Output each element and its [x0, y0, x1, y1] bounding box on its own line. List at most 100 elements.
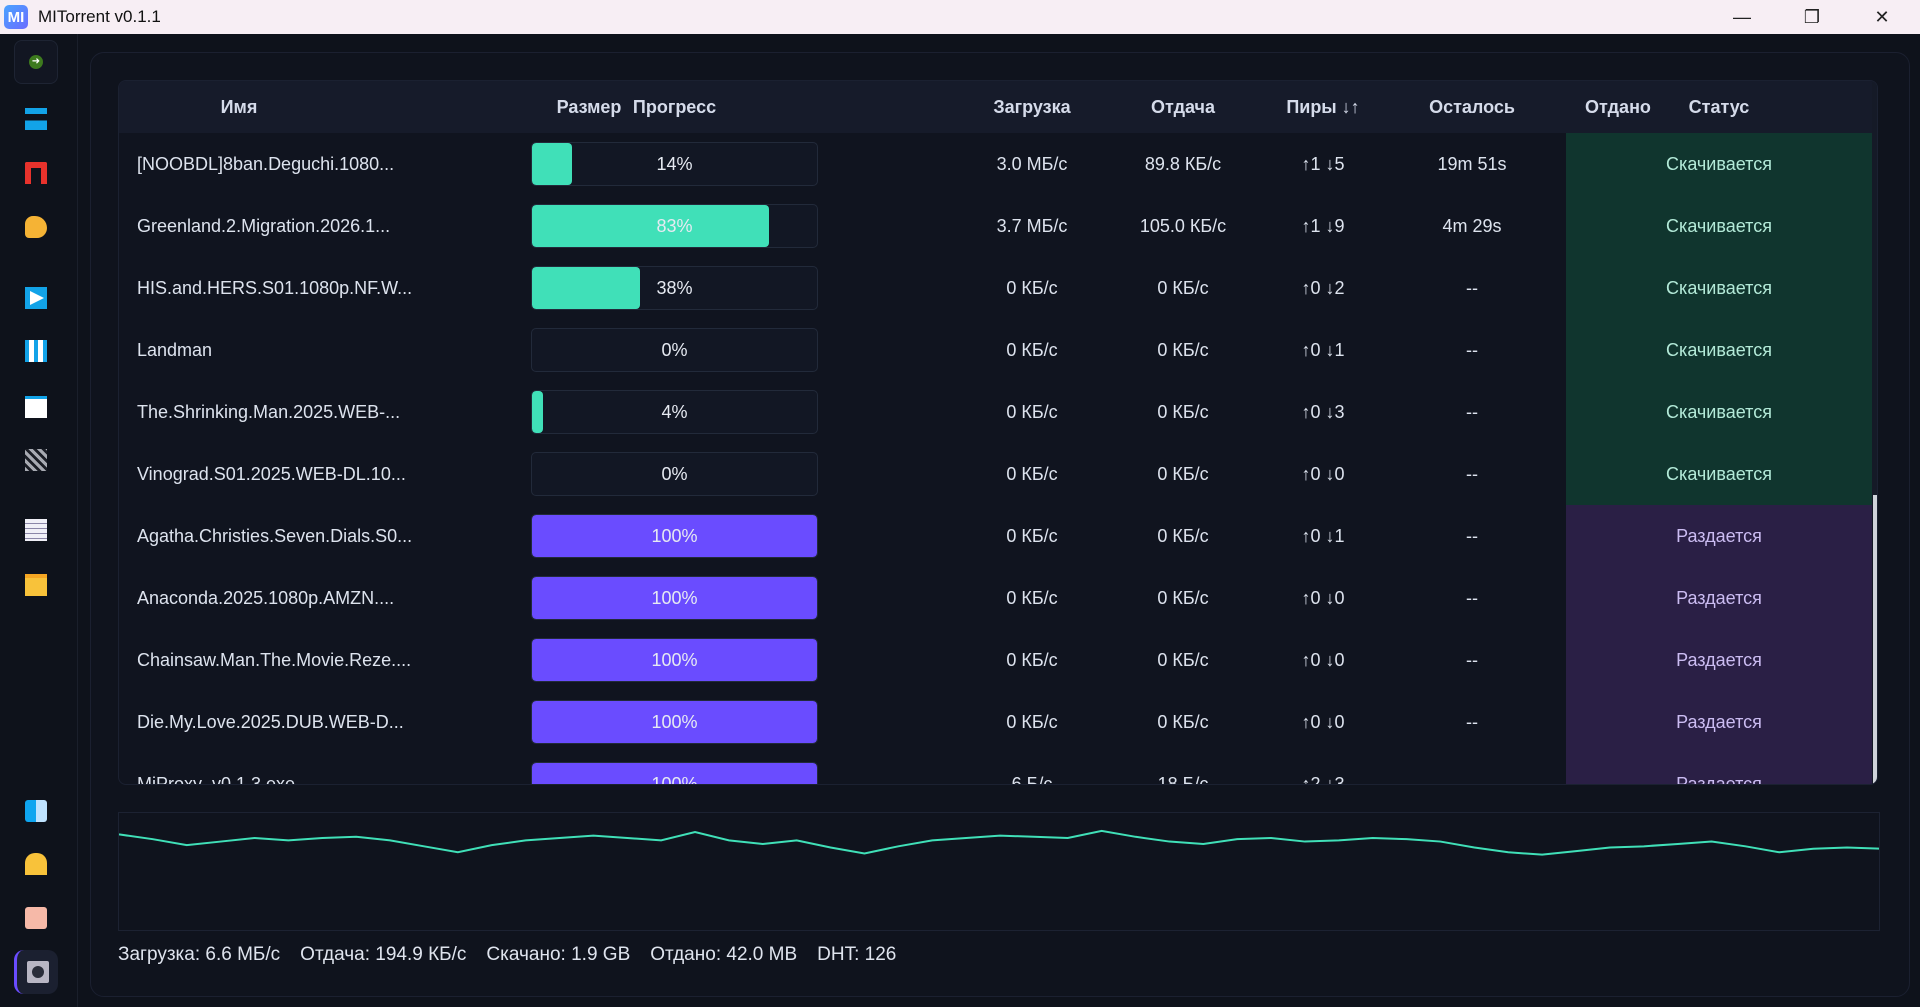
table-row[interactable]: The.Shrinking.Man.2025.WEB-...2.9 GB4%0 …	[119, 381, 1877, 443]
scrollbar[interactable]	[1872, 81, 1877, 784]
progress-bar: 100%	[531, 638, 818, 682]
sidebar-button-download-tray[interactable]	[14, 97, 58, 141]
sidebar-button-document[interactable]	[14, 508, 58, 552]
table-row[interactable]: [NOOBDL]8ban.Deguchi.1080...4.0 GB14%3.0…	[119, 133, 1877, 195]
status-badge: Скачивается	[1566, 443, 1872, 505]
torrent-name: Die.My.Love.2025.DUB.WEB-D...	[137, 712, 404, 732]
progress-label: 0%	[661, 464, 688, 484]
add-torrent-icon: ➜	[29, 55, 43, 69]
time-remaining: --	[1466, 650, 1478, 670]
upload-speed: 0 КБ/с	[1157, 278, 1209, 298]
progress-bar: 4%	[531, 390, 818, 434]
time-remaining: --	[1466, 402, 1478, 422]
upload-speed: 0 КБ/с	[1157, 526, 1209, 546]
progress-fill	[532, 577, 817, 619]
download-speed: 6 Б/с	[1011, 774, 1053, 785]
progress-bar: 100%	[531, 576, 818, 620]
torrent-table: Имя Размер Прогресс Загрузка Отдача Пиры ↓↑ Ос…	[118, 80, 1878, 785]
peers: ↑0 ↓0	[1301, 588, 1345, 608]
progress-label: 100%	[651, 774, 698, 785]
window-title: MITorrent v0.1.1	[38, 7, 161, 26]
download-speed: 0 КБ/с	[1006, 278, 1058, 298]
progress-fill	[532, 515, 817, 557]
column-header-name[interactable]: Имя	[220, 97, 258, 117]
sidebar-button-puzzle[interactable]	[14, 896, 58, 940]
table-row[interactable]: Agatha.Christies.Seven.Dials.S0...8.1 GB…	[119, 505, 1877, 567]
download-speed: 0 КБ/с	[1006, 588, 1058, 608]
bell-icon	[25, 853, 47, 875]
column-header-status[interactable]: Статус	[1688, 97, 1750, 117]
torrent-name: Greenland.2.Migration.2026.1...	[137, 216, 391, 236]
column-header-peers[interactable]: Пиры ↓↑	[1286, 97, 1360, 117]
download-speed: 0 КБ/с	[1006, 464, 1058, 484]
puzzle-icon	[25, 907, 47, 929]
time-remaining: --	[1466, 588, 1478, 608]
close-button[interactable]: ✕	[1874, 6, 1890, 27]
peers: ↑1 ↓9	[1301, 216, 1345, 236]
status-badge: Раздается	[1566, 629, 1872, 691]
table-row[interactable]: Vinograd.S01.2025.WEB-DL.10...11.8 GB0%0…	[119, 443, 1877, 505]
status-bar: Загрузка: 6.6 МБ/с Отдача: 194.9 КБ/с Ск…	[118, 944, 896, 970]
play-triangle	[30, 291, 44, 305]
speed-chart	[118, 812, 1880, 931]
sidebar-button-bell[interactable]	[14, 842, 58, 886]
column-header-uploaded[interactable]: Отдано	[1585, 97, 1651, 117]
time-remaining: --	[1466, 712, 1478, 732]
progress-bar: 0%	[531, 328, 818, 372]
progress-label: 100%	[651, 712, 698, 732]
status-badge: Раздается	[1566, 753, 1872, 784]
sidebar-button-magnet[interactable]	[14, 151, 58, 195]
peers: ↑0 ↓1	[1301, 526, 1345, 546]
table-row[interactable]: HIS.and.HERS.S01.1080p.NF.W...12.6 GB38%…	[119, 257, 1877, 319]
progress-fill	[532, 763, 817, 784]
speed-series-line	[119, 829, 1879, 856]
sidebar-button-play[interactable]	[14, 276, 58, 320]
table-row[interactable]: Landman15.5 GB0%0 КБ/с0 КБ/с↑0 ↓1--46.0 …	[119, 319, 1877, 381]
play-icon	[25, 287, 47, 309]
maximize-button[interactable]: ❐	[1803, 6, 1821, 27]
status-badge: Раздается	[1566, 505, 1872, 567]
sidebar-button-folder[interactable]	[14, 563, 58, 607]
table-row[interactable]: Greenland.2.Migration.2026.1...5.7 GB83%…	[119, 195, 1877, 257]
column-header-progress[interactable]: Прогресс	[632, 97, 717, 117]
sidebar-button-camera[interactable]	[14, 950, 58, 994]
table-row[interactable]: MiProxy_v0.1.3.exe50.7 MB100%6 Б/с18 Б/с…	[119, 753, 1877, 785]
torrent-name: MiProxy_v0.1.3.exe	[137, 774, 296, 785]
peers: ↑0 ↓0	[1301, 712, 1345, 732]
document-icon	[25, 519, 47, 541]
column-header-down[interactable]: Загрузка	[993, 97, 1071, 117]
sidebar-button-panel[interactable]	[14, 789, 58, 833]
sidebar-button-pause[interactable]	[14, 329, 58, 373]
column-header-size[interactable]: Размер	[556, 97, 622, 117]
upload-speed: 105.0 КБ/с	[1139, 216, 1227, 236]
table-row[interactable]: Anaconda.2025.1080p.AMZN....6.1 GB100%0 …	[119, 567, 1877, 629]
sidebar-button-stop[interactable]	[14, 385, 58, 429]
torrent-name: Agatha.Christies.Seven.Dials.S0...	[137, 526, 413, 546]
upload-speed: 0 КБ/с	[1157, 464, 1209, 484]
stop-icon	[25, 396, 47, 418]
camera-lens	[31, 966, 44, 978]
progress-fill	[532, 701, 817, 743]
progress-bar: 0%	[531, 452, 818, 496]
sidebar-button-mesh[interactable]	[14, 438, 58, 482]
download-speed: 0 КБ/с	[1006, 402, 1058, 422]
sidebar: ➜	[0, 34, 78, 1007]
time-remaining: 19m 51s	[1437, 154, 1507, 174]
minimize-button[interactable]: —	[1733, 6, 1751, 27]
table-header: Имя Размер Прогресс Загрузка Отдача Пиры ↓↑ Ос…	[119, 81, 1877, 133]
status-badge: Скачивается	[1566, 381, 1872, 443]
sidebar-button-hand[interactable]	[14, 205, 58, 249]
column-header-up[interactable]: Отдача	[1150, 97, 1216, 117]
panel-icon	[25, 800, 47, 822]
folder-icon	[25, 574, 47, 596]
scroll-thumb[interactable]	[1873, 495, 1877, 784]
torrent-name: [NOOBDL]8ban.Deguchi.1080...	[137, 154, 395, 174]
table-row[interactable]: Die.My.Love.2025.DUB.WEB-D...2.0 GB100%0…	[119, 691, 1877, 753]
column-header-eta[interactable]: Осталось	[1429, 97, 1515, 117]
time-remaining: --	[1466, 340, 1478, 360]
download-speed: 3.7 МБ/с	[996, 216, 1068, 236]
upload-speed: 0 КБ/с	[1157, 650, 1209, 670]
table-row[interactable]: Chainsaw.Man.The.Movie.Reze....5.6 GB100…	[119, 629, 1877, 691]
progress-bar: 100%	[531, 514, 818, 558]
sidebar-button-add-torrent[interactable]: ➜	[14, 40, 58, 84]
